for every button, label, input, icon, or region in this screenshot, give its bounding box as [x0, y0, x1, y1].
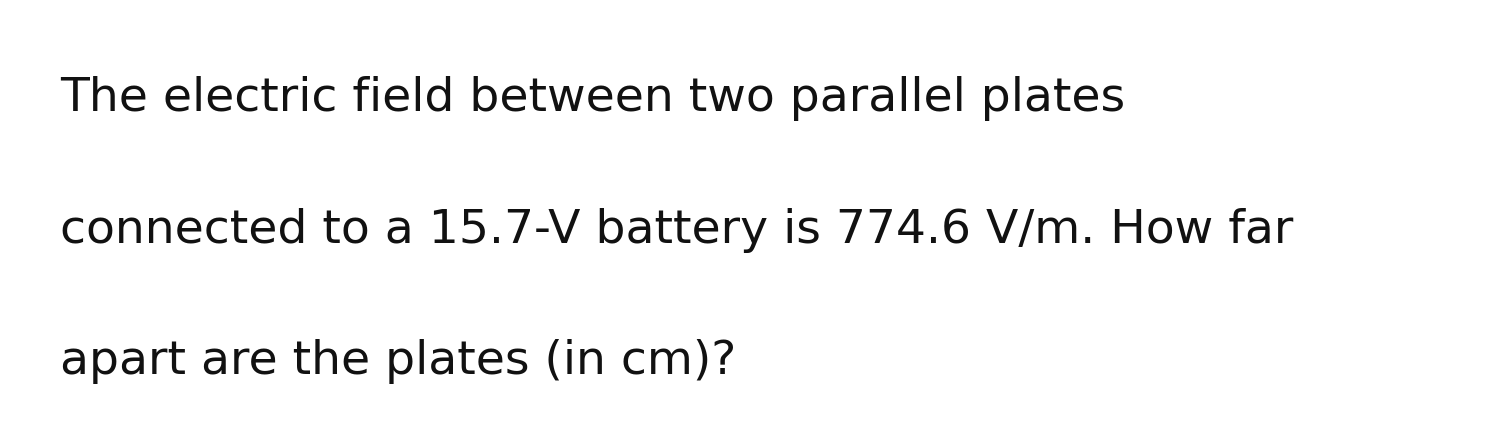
Text: connected to a 15.7-V battery is 774.6 V/m. How far: connected to a 15.7-V battery is 774.6 V… [60, 208, 1293, 253]
Text: The electric field between two parallel plates: The electric field between two parallel … [60, 76, 1125, 121]
Text: apart are the plates (in cm)?: apart are the plates (in cm)? [60, 339, 736, 384]
